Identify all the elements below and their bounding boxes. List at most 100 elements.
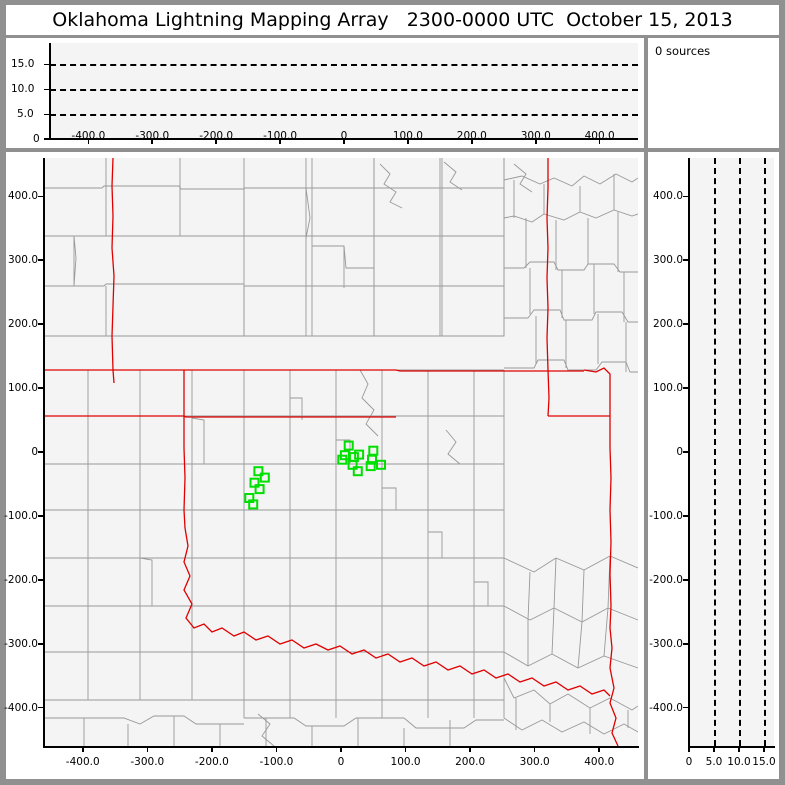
lightning-source-marker	[259, 472, 270, 483]
right-ytick-6	[683, 323, 689, 325]
lightning-source-marker	[347, 459, 358, 470]
right-xtick-label-3: 15.0	[752, 756, 776, 768]
map-ytick-5	[38, 387, 44, 389]
top-chart-xtick-label-0: -400.0	[71, 130, 106, 142]
top-chart-ytick-10	[44, 88, 50, 91]
map-geography	[44, 158, 638, 746]
map-xtick-label-4: 0	[337, 756, 345, 768]
lightning-source-marker	[368, 445, 379, 456]
map-ytick-7	[38, 259, 44, 262]
map-xtick-5	[404, 746, 407, 752]
map-xtick-0	[81, 746, 84, 752]
right-ytick-label-5: 100.0	[652, 382, 683, 395]
top-chart-xtick-5	[407, 138, 409, 144]
top-chart-ytick-0	[44, 138, 50, 140]
map-ytick-label-3: -100.0	[4, 509, 38, 522]
top-chart-xtick-8	[598, 138, 601, 144]
lightning-source-marker	[253, 466, 264, 477]
map-ytick-label-4: 0	[31, 446, 38, 458]
top-chart-xtick-1	[151, 138, 154, 144]
map-xtick-6	[469, 746, 471, 752]
map-plot-area[interactable]	[44, 158, 638, 746]
top-chart-ytick-label-0: 0	[33, 133, 40, 145]
plan-view-map-panel: -400.0 -300.0 -200.0 -100.0 0 100.0 200.0 300.0…	[4, 152, 644, 779]
right-xtick-label-0: 0	[685, 756, 693, 768]
right-xtick-2	[738, 746, 740, 752]
map-ytick-1	[38, 642, 44, 645]
status-sources-count: 0 sources	[655, 44, 711, 58]
east-west-height-panel: -400.0 -300.0 -200.0 -100.0 0 100.0 200.0 300.0…	[648, 152, 779, 779]
map-ytick-label-2: -200.0	[4, 573, 38, 586]
map-ytick-label-1: -300.0	[4, 637, 38, 650]
lightning-source-marker	[337, 454, 348, 465]
map-xtick-8	[598, 746, 601, 752]
right-ytick-label-7: 300.0	[652, 254, 683, 267]
map-xtick-label-7: 300.0	[519, 756, 550, 768]
map-ytick-label-6: 200.0	[7, 318, 38, 331]
lightning-source-markers	[244, 440, 386, 510]
map-ytick-label-0: -400.0	[4, 701, 38, 714]
lightning-source-marker	[352, 466, 363, 477]
map-xtick-4	[340, 746, 342, 752]
gridline-5	[50, 114, 638, 116]
map-xtick-label-2: -200.0	[194, 756, 229, 768]
lightning-source-marker	[249, 477, 260, 488]
map-xtick-2	[211, 746, 213, 752]
map-ytick-label-5: 100.0	[7, 382, 38, 395]
map-xtick-7	[533, 746, 536, 752]
map-ytick-0	[38, 706, 44, 709]
top-chart-xtick-label-8: 400.0	[584, 130, 615, 142]
top-chart-xtick-label-6: 200.0	[456, 130, 487, 142]
right-panel-x-axis	[688, 746, 775, 748]
top-chart-xtick-3	[279, 138, 281, 144]
map-xtick-label-8: 400.0	[584, 756, 615, 768]
right-ytick-label-4: 0	[676, 446, 683, 458]
time-height-chart-panel: 15.0 10.0 5.0 0 -400.0 -300.0 -200.0 -100.0…	[6, 38, 644, 148]
lightning-source-marker	[254, 484, 265, 495]
gridline-v-15	[764, 158, 766, 746]
height-plot-area[interactable]	[689, 158, 774, 746]
county-boundaries	[44, 158, 638, 746]
map-xtick-label-0: -400.0	[65, 756, 100, 768]
top-chart-xtick-4	[343, 138, 345, 144]
top-chart-xtick-0	[87, 138, 90, 144]
lightning-source-marker	[367, 454, 377, 465]
map-ytick-6	[38, 323, 44, 325]
top-chart-xtick-label-7: 300.0	[520, 130, 551, 142]
map-ytick-label-7: 300.0	[7, 254, 38, 267]
right-xtick-1	[713, 746, 715, 752]
lightning-source-marker	[248, 499, 259, 510]
top-chart-xtick-label-3: -100.0	[263, 130, 298, 142]
map-ytick-4	[38, 451, 44, 453]
state-boundaries	[44, 158, 619, 746]
map-xtick-label-6: 200.0	[455, 756, 486, 768]
top-chart-xtick-label-5: 100.0	[392, 130, 423, 142]
right-ytick-2	[683, 579, 689, 581]
map-xtick-label-5: 100.0	[390, 756, 421, 768]
gridline-10	[50, 89, 638, 91]
top-chart-xtick-label-2: -200.0	[199, 130, 234, 142]
right-ytick-5	[683, 387, 689, 389]
map-ytick-label-8: 400.0	[7, 190, 38, 203]
lightning-source-marker	[376, 459, 386, 470]
top-chart-xtick-6	[471, 138, 473, 144]
map-xtick-label-3: -100.0	[259, 756, 294, 768]
source-count-panel: 0 sources	[648, 38, 779, 148]
right-xtick-label-1: 5.0	[705, 756, 723, 768]
gridline-v-5	[714, 158, 716, 746]
right-xtick-label-2: 10.0	[727, 756, 751, 768]
map-ytick-2	[38, 579, 44, 581]
map-ytick-3	[38, 515, 44, 517]
top-chart-xtick-7	[534, 138, 537, 144]
top-chart-ytick-label-10: 10.0	[11, 83, 35, 95]
top-chart-ytick-5	[44, 113, 50, 116]
right-ytick-8	[683, 195, 689, 198]
time-height-plot-area[interactable]	[50, 43, 638, 138]
top-chart-ytick-label-5: 5.0	[17, 108, 34, 120]
gridline-15	[50, 64, 638, 66]
top-chart-ytick-15	[44, 63, 50, 66]
top-chart-xtick-label-4: 0	[340, 130, 348, 142]
right-ytick-label-1: -300.0	[649, 637, 683, 650]
right-ytick-7	[683, 259, 689, 262]
